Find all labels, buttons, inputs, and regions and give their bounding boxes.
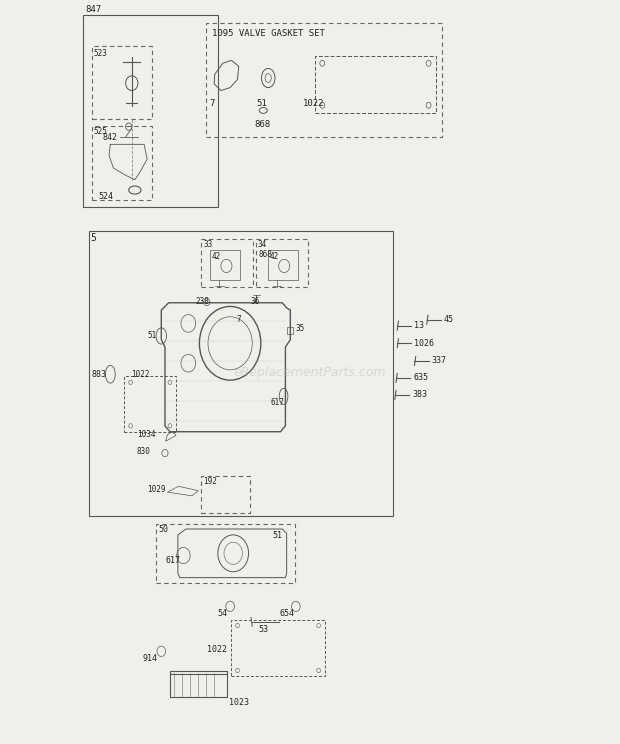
- Text: 42: 42: [211, 252, 221, 261]
- Text: 1022: 1022: [303, 99, 324, 108]
- Text: 847: 847: [86, 5, 102, 14]
- Text: 51: 51: [257, 99, 267, 108]
- Text: 383: 383: [412, 391, 427, 400]
- Text: 7: 7: [210, 99, 215, 108]
- Text: 883: 883: [92, 370, 107, 379]
- Text: 54: 54: [218, 609, 228, 618]
- Text: 34: 34: [258, 240, 267, 249]
- Text: 842: 842: [102, 133, 117, 142]
- Text: 868: 868: [259, 251, 272, 260]
- Text: 523: 523: [94, 48, 108, 57]
- Text: eReplacementParts.com: eReplacementParts.com: [234, 366, 386, 379]
- Text: 1026: 1026: [414, 339, 435, 347]
- Text: 33: 33: [203, 240, 212, 249]
- Text: 1023: 1023: [229, 699, 249, 708]
- Text: 36: 36: [250, 297, 260, 306]
- Text: 914: 914: [142, 654, 157, 663]
- Text: 617: 617: [271, 398, 285, 407]
- Text: 525: 525: [94, 127, 108, 136]
- Text: 192: 192: [203, 478, 217, 487]
- Text: 5: 5: [91, 233, 97, 243]
- Text: 635: 635: [413, 373, 428, 382]
- Text: 13: 13: [414, 321, 425, 330]
- Text: 7: 7: [236, 315, 241, 324]
- Text: 1022: 1022: [131, 371, 149, 379]
- Text: 35: 35: [295, 324, 304, 333]
- Text: 337: 337: [432, 356, 446, 365]
- Text: 1095 VALVE GASKET SET: 1095 VALVE GASKET SET: [211, 29, 324, 38]
- Text: 53: 53: [259, 625, 268, 634]
- Text: 51: 51: [147, 331, 156, 341]
- Text: 524: 524: [98, 192, 113, 201]
- Text: 617: 617: [166, 556, 180, 565]
- Text: 1029: 1029: [147, 484, 166, 494]
- Text: 1022: 1022: [207, 646, 227, 655]
- Text: 238: 238: [196, 297, 210, 306]
- Text: 868: 868: [254, 120, 270, 129]
- Text: 830: 830: [137, 447, 151, 456]
- Text: 50: 50: [158, 525, 168, 534]
- Text: 42: 42: [270, 252, 279, 261]
- Text: 45: 45: [444, 315, 454, 324]
- Text: 51: 51: [272, 531, 282, 540]
- Text: 654: 654: [279, 609, 294, 618]
- Text: 1034: 1034: [137, 430, 155, 439]
